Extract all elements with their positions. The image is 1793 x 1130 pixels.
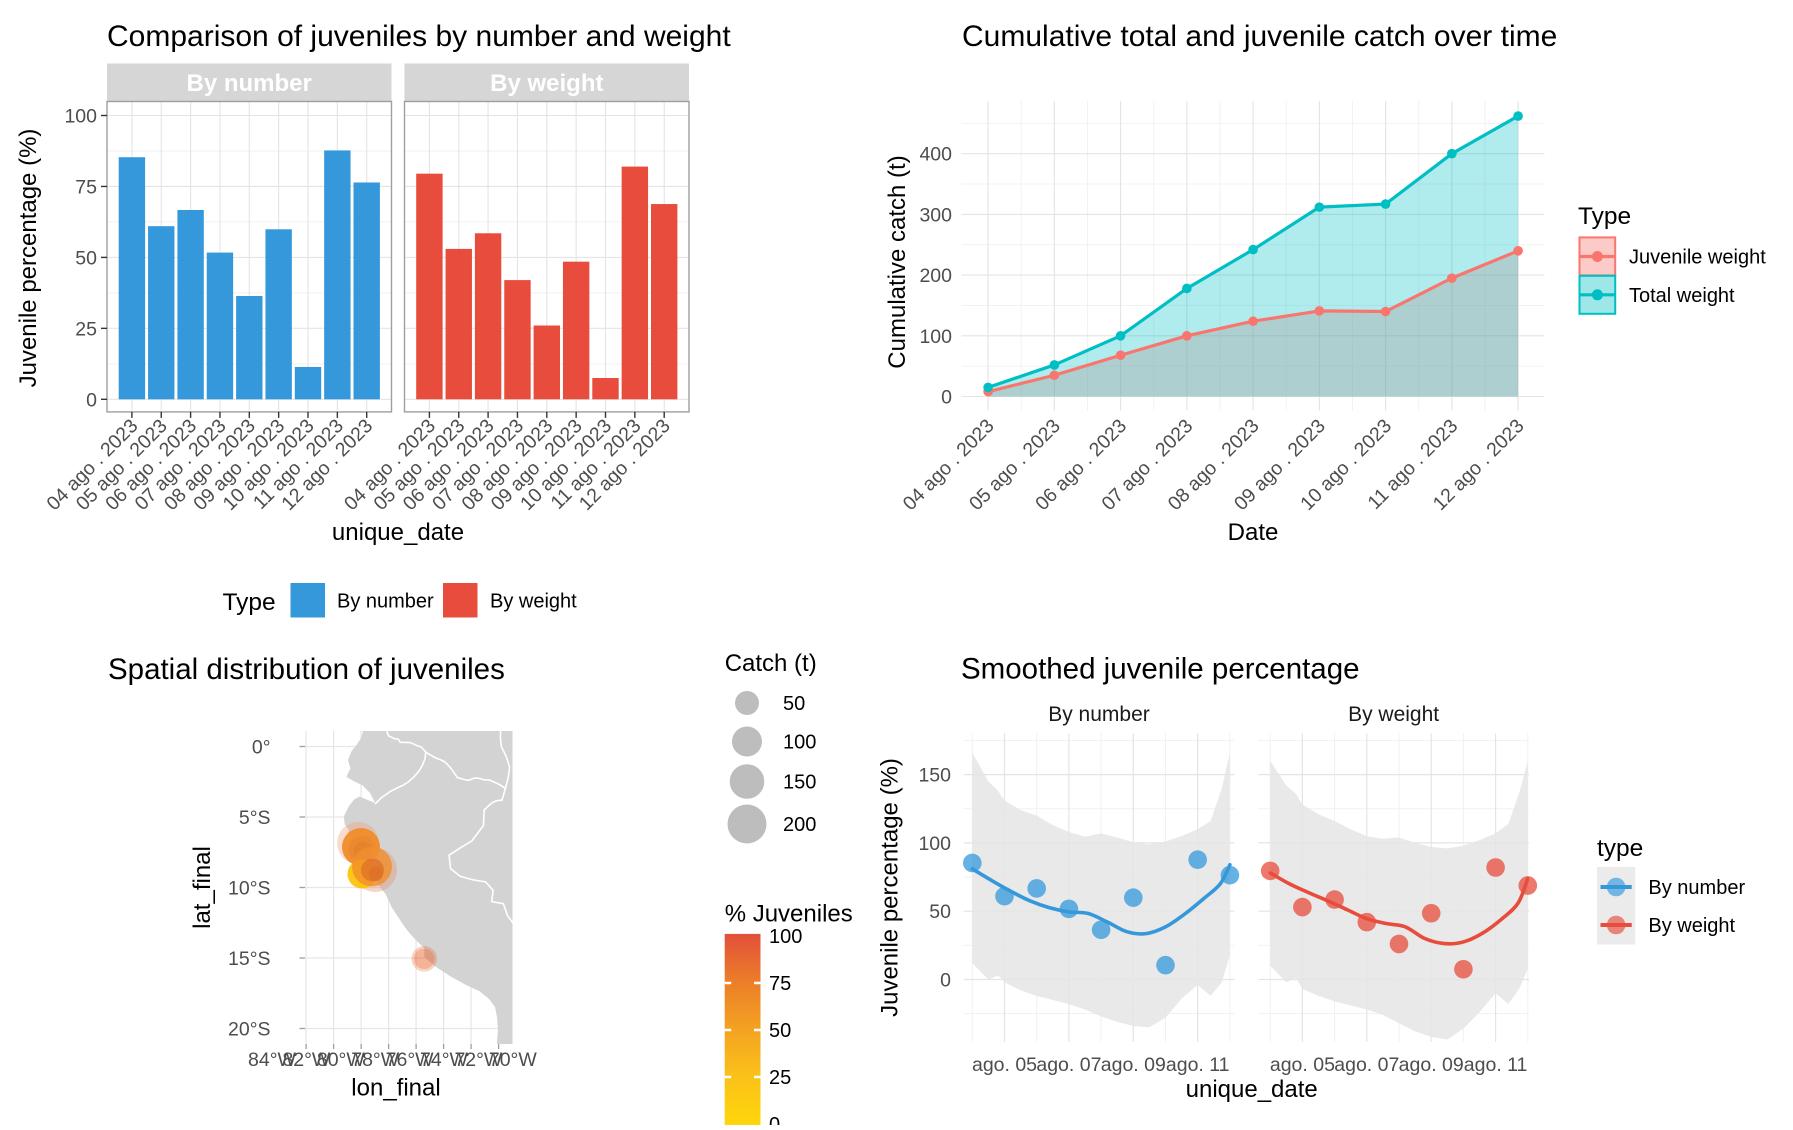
svg-text:72°W: 72°W	[454, 1049, 502, 1071]
svg-text:ago. 09: ago. 09	[1399, 1054, 1464, 1076]
svg-text:0: 0	[940, 970, 951, 992]
svg-text:unique_date: unique_date	[332, 519, 464, 546]
svg-text:Cumulative catch (t): Cumulative catch (t)	[884, 155, 911, 368]
svg-text:By weight: By weight	[490, 591, 577, 613]
svg-text:By number: By number	[1648, 877, 1745, 899]
svg-text:By number: By number	[1048, 703, 1150, 726]
svg-text:0°: 0°	[252, 737, 271, 759]
svg-text:lon_final: lon_final	[351, 1075, 440, 1102]
svg-text:Smoothed juvenile percentage: Smoothed juvenile percentage	[961, 653, 1360, 686]
svg-text:By number: By number	[187, 70, 312, 97]
svg-text:15°S: 15°S	[228, 948, 271, 970]
svg-text:ago. 09: ago. 09	[1101, 1054, 1166, 1076]
svg-text:ago. 11: ago. 11	[1166, 1054, 1230, 1076]
svg-text:Cumulative total and juvenile: Cumulative total and juvenile catch over…	[962, 20, 1557, 53]
svg-text:300: 300	[919, 204, 952, 226]
svg-text:50: 50	[929, 901, 951, 923]
svg-text:lat_final: lat_final	[189, 846, 216, 929]
svg-text:50: 50	[783, 693, 805, 715]
svg-text:Type: Type	[1578, 203, 1631, 230]
svg-text:25: 25	[75, 318, 97, 340]
svg-text:By weight: By weight	[1348, 703, 1439, 726]
svg-text:5°S: 5°S	[239, 807, 271, 829]
svg-text:100: 100	[769, 926, 802, 948]
svg-text:100: 100	[919, 326, 952, 348]
svg-text:75: 75	[75, 176, 97, 198]
svg-text:150: 150	[783, 772, 816, 794]
svg-text:By weight: By weight	[1648, 915, 1735, 937]
svg-text:82°W: 82°W	[282, 1049, 330, 1071]
svg-text:78°W: 78°W	[351, 1049, 399, 1071]
svg-text:ago. 11: ago. 11	[1464, 1054, 1528, 1076]
svg-text:type: type	[1597, 835, 1643, 862]
svg-text:150: 150	[918, 765, 951, 787]
svg-text:10°S: 10°S	[228, 878, 271, 900]
svg-text:75: 75	[769, 973, 791, 995]
svg-text:100: 100	[783, 732, 816, 754]
svg-text:% Juveniles: % Juveniles	[725, 900, 853, 927]
svg-text:unique_date: unique_date	[1186, 1076, 1318, 1103]
svg-text:0: 0	[769, 1114, 780, 1125]
svg-text:Type: Type	[223, 589, 276, 616]
svg-text:100: 100	[64, 106, 97, 128]
svg-text:25: 25	[769, 1067, 791, 1089]
svg-text:20°S: 20°S	[228, 1019, 271, 1041]
svg-text:84°W: 84°W	[248, 1049, 296, 1071]
svg-text:ago. 05: ago. 05	[972, 1054, 1037, 1076]
svg-text:76°W: 76°W	[386, 1049, 434, 1071]
svg-text:80°W: 80°W	[317, 1049, 365, 1071]
svg-text:100: 100	[918, 833, 951, 855]
svg-text:Juvenile percentage (%): Juvenile percentage (%)	[15, 129, 42, 388]
svg-text:0: 0	[86, 389, 97, 411]
svg-text:Juvenile weight: Juvenile weight	[1629, 247, 1766, 269]
svg-text:Juvenile percentage (%): Juvenile percentage (%)	[877, 758, 904, 1017]
svg-text:ago. 05: ago. 05	[1270, 1054, 1335, 1076]
svg-text:50: 50	[769, 1020, 791, 1042]
svg-text:Catch (t): Catch (t)	[725, 650, 817, 677]
svg-text:50: 50	[75, 247, 97, 269]
svg-text:0: 0	[941, 387, 952, 409]
svg-text:Spatial distribution of juveni: Spatial distribution of juveniles	[108, 653, 505, 686]
svg-text:74°W: 74°W	[420, 1049, 468, 1071]
svg-text:70°W: 70°W	[489, 1049, 537, 1071]
svg-text:Date: Date	[1228, 519, 1279, 546]
svg-text:Comparison of juveniles by num: Comparison of juveniles by number and we…	[107, 20, 731, 53]
svg-text:200: 200	[783, 814, 816, 836]
svg-text:ago. 07: ago. 07	[1036, 1054, 1101, 1076]
svg-text:200: 200	[919, 265, 952, 287]
svg-text:By number: By number	[337, 591, 434, 613]
svg-text:400: 400	[919, 144, 952, 166]
svg-text:Total weight: Total weight	[1629, 285, 1735, 307]
svg-text:ago. 07: ago. 07	[1334, 1054, 1399, 1076]
svg-text:By weight: By weight	[490, 70, 603, 97]
